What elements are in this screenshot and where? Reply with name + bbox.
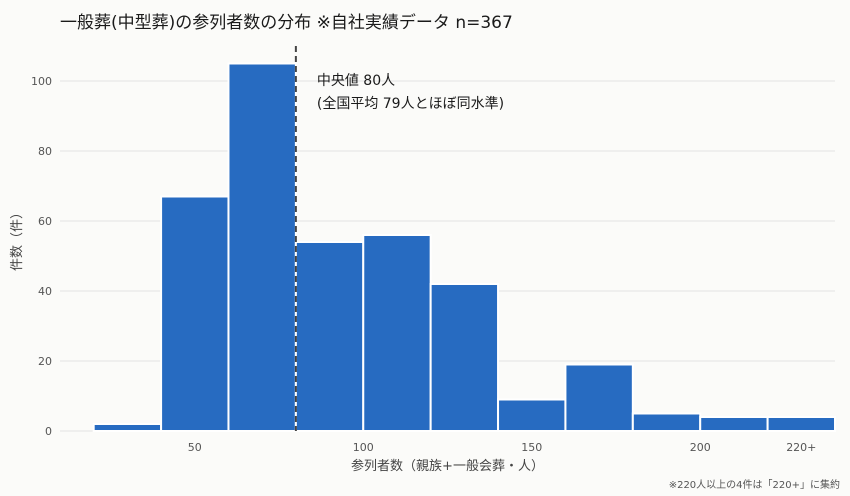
x-tick-label: 100 [353,441,374,454]
y-axis-label: 件数（件） [10,206,25,271]
y-tick-label: 20 [38,355,52,368]
histogram-bar [564,363,634,432]
histogram-bar [699,416,769,432]
y-ticks: 0 20 40 60 80 100 [31,75,52,438]
y-tick-label: 0 [45,425,52,438]
histogram-bar [362,234,432,432]
x-tick-label: 150 [521,441,542,454]
histogram-bar [294,241,365,432]
histogram-bar [227,62,297,432]
histogram-bar [766,416,837,432]
x-tick-label: 50 [188,441,202,454]
y-tick-label: 100 [31,75,52,88]
histogram-bar [160,195,230,432]
chart-title: 一般葬(中型葬)の参列者数の分布 ※自社実績データ n=367 [60,13,513,33]
median-annotation-line2: (全国平均 79人とほぼ同水準) [317,95,504,112]
y-tick-label: 40 [38,285,52,298]
y-tick-label: 60 [38,215,52,228]
histogram-bar [92,423,163,432]
x-tick-label: 200 [690,441,711,454]
histogram-bar [429,283,500,432]
x-tick-label: 220+ [786,441,816,454]
histogram-bar [631,412,702,432]
x-axis-label: 参列者数（親族+一般会葬・人） [351,458,544,474]
x-ticks: 50 100 150 200 220+ [188,441,817,454]
histogram-bar [497,398,567,432]
footnote: ※220人以上の4件は「220+」に集約 [669,478,840,491]
bars [92,62,837,432]
median-annotation-line1: 中央値 80人 [317,73,395,89]
y-tick-label: 80 [38,145,52,158]
